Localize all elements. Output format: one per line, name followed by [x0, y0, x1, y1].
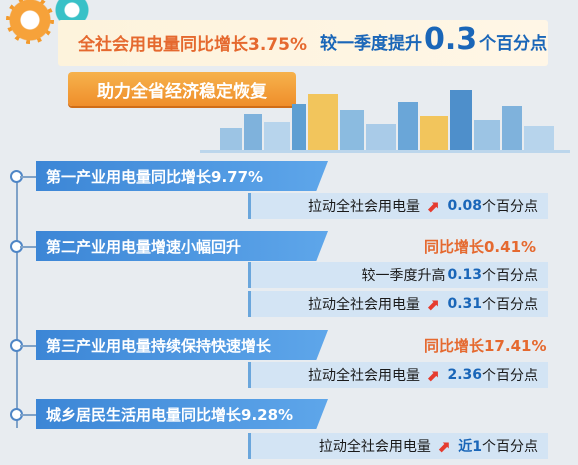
row-residential-pull: 拉动全社会用电量 ⬈ 近1 个百分点	[248, 433, 548, 459]
up-arrow-icon: ⬈	[436, 436, 451, 456]
quarter-rise-text: 较一季度提升0.3 个百分点	[320, 22, 547, 57]
city-skyline	[220, 88, 560, 150]
row-value: 0.13	[447, 267, 482, 283]
timeline-connector	[20, 176, 38, 178]
skyline-base	[200, 150, 570, 153]
row-value: 0.31	[447, 296, 482, 312]
up-arrow-icon: ⬈	[426, 196, 440, 216]
section-title-residential: 城乡居民生活用电量同比增长9.28%	[36, 399, 328, 429]
row-tertiary-pull: 拉动全社会用电量 ⬈ 2.36 个百分点	[248, 362, 548, 388]
row-secondary-pull: 拉动全社会用电量 ⬈ 0.31 个百分点	[248, 291, 548, 317]
row-primary-pull: 拉动全社会用电量 ⬈ 0.08 个百分点	[248, 193, 548, 219]
timeline-connector	[20, 414, 38, 416]
secondary-highlight: 同比增长0.41%	[424, 238, 537, 256]
tertiary-highlight: 同比增长17.41%	[424, 337, 547, 355]
section-title-primary: 第一产业用电量同比增长9.77%	[36, 161, 328, 191]
row-value: 近1	[458, 439, 482, 455]
timeline-line	[16, 176, 18, 428]
quarter-rise-value: 0.3	[424, 22, 478, 57]
up-arrow-icon: ⬈	[426, 365, 440, 385]
row-value: 2.36	[447, 367, 482, 383]
total-growth-text: 全社会用电量同比增长3.75%	[78, 35, 307, 55]
up-arrow-icon: ⬈	[426, 294, 440, 314]
quarter-rise-prefix: 较一季度提升	[320, 34, 422, 54]
row-value: 0.08	[447, 198, 482, 214]
section-pill: 助力全省经济稳定恢复	[68, 72, 296, 106]
row-secondary-rise: 较一季度升高 0.13 个百分点	[248, 262, 548, 288]
quarter-rise-suffix: 个百分点	[479, 34, 548, 54]
timeline-connector	[20, 246, 38, 248]
section-title-secondary: 第二产业用电量增速小幅回升	[36, 231, 328, 261]
section-title-tertiary: 第三产业用电量持续保持快速增长	[36, 330, 328, 360]
top-banner	[58, 20, 548, 66]
timeline-connector	[20, 345, 38, 347]
orange-gear-icon	[6, 0, 54, 44]
